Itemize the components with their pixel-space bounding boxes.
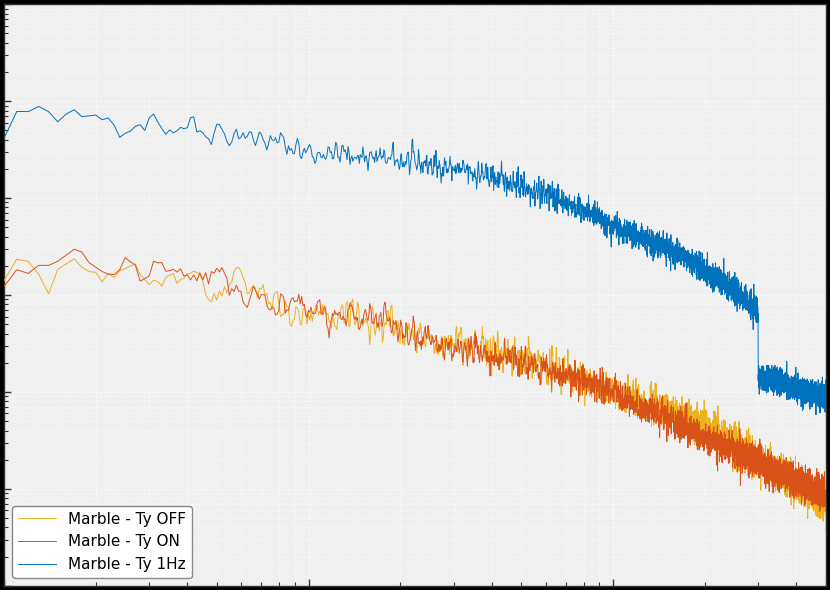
Marble - Ty ON — [814, 508, 824, 515]
Marble - Ty 1Hz — [795, 384, 805, 391]
Marble - Ty OFF — [764, 445, 774, 452]
Marble - Ty 1Hz — [764, 372, 774, 379]
Marble - Ty 1Hz — [821, 394, 830, 401]
Marble - Ty OFF — [821, 528, 830, 535]
Marble - Ty 1Hz — [694, 248, 704, 255]
Marble - Ty ON — [764, 474, 774, 481]
Legend: Marble - Ty OFF, Marble - Ty ON, Marble - Ty 1Hz: Marble - Ty OFF, Marble - Ty ON, Marble … — [12, 506, 193, 578]
Line: Marble - Ty 1Hz: Marble - Ty 1Hz — [4, 106, 826, 415]
Marble - Ty 1Hz — [811, 411, 821, 418]
Marble - Ty ON — [754, 468, 764, 476]
Marble - Ty OFF — [0, 277, 9, 284]
Marble - Ty ON — [795, 474, 805, 481]
Marble - Ty OFF — [795, 495, 805, 502]
Marble - Ty ON — [597, 383, 607, 390]
Marble - Ty ON — [694, 447, 704, 454]
Line: Marble - Ty ON: Marble - Ty ON — [4, 249, 826, 512]
Marble - Ty 1Hz — [782, 381, 792, 388]
Marble - Ty ON — [0, 283, 9, 290]
Marble - Ty ON — [69, 245, 79, 253]
Marble - Ty 1Hz — [754, 372, 764, 379]
Marble - Ty OFF — [597, 377, 607, 384]
Marble - Ty 1Hz — [34, 103, 44, 110]
Marble - Ty ON — [782, 466, 792, 473]
Marble - Ty ON — [821, 507, 830, 514]
Marble - Ty OFF — [754, 453, 764, 460]
Marble - Ty 1Hz — [0, 135, 9, 142]
Line: Marble - Ty OFF: Marble - Ty OFF — [4, 259, 826, 532]
Marble - Ty 1Hz — [597, 206, 607, 214]
Marble - Ty OFF — [69, 255, 79, 263]
Marble - Ty OFF — [782, 471, 792, 478]
Marble - Ty OFF — [694, 421, 704, 428]
